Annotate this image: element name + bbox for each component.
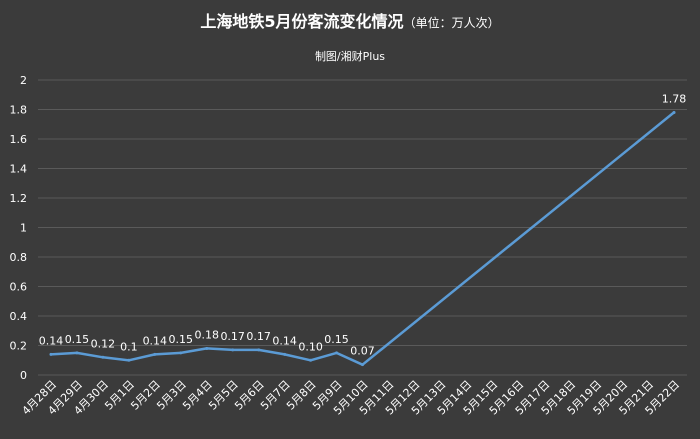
- data-label: 0.14: [272, 334, 297, 347]
- data-label: 0.15: [169, 333, 194, 346]
- data-label: 0.15: [324, 333, 349, 346]
- y-tick-label: 1.2: [10, 192, 28, 205]
- data-point: [231, 348, 235, 352]
- chart-title: 上海地铁5月份客流变化情况: [200, 12, 403, 31]
- data-point: [283, 352, 287, 356]
- data-labels: 0.14 0.15 0.12 0.1 0.14 0.15 0.18 0.17 0.17 0.14 0…: [39, 92, 687, 357]
- chart-title-unit: （单位：万人次）: [404, 15, 500, 30]
- data-point: [101, 355, 105, 359]
- x-axis-ticks: 4月28日4月29日4月30日5月1日5月2日5月3日5月4日5月5日5月6日5…: [20, 378, 683, 418]
- series-layer: [49, 110, 676, 367]
- y-tick-label: 1: [20, 222, 27, 235]
- data-point: [257, 348, 261, 352]
- series-line: [49, 111, 676, 366]
- chart-subtitle: 制图/湘财Plus: [315, 49, 385, 63]
- data-label: 0.12: [91, 337, 116, 350]
- y-tick-label: 0: [20, 369, 27, 382]
- data-point: [361, 363, 364, 367]
- y-tick-label: 0.8: [10, 251, 28, 264]
- y-tick-label: 0.6: [10, 281, 28, 294]
- data-label: 0.14: [39, 334, 64, 347]
- data-label: 0.14: [143, 334, 168, 347]
- data-point: [179, 351, 183, 355]
- y-tick-label: 0.2: [10, 340, 28, 353]
- y-tick-label: 1.8: [10, 104, 28, 117]
- data-label: 0.17: [246, 330, 271, 343]
- data-point: [335, 351, 339, 355]
- data-label: 0.18: [194, 328, 219, 341]
- data-point: [75, 351, 79, 355]
- data-point: [205, 346, 209, 350]
- data-point: [127, 358, 131, 362]
- chart-title-line: 上海地铁5月份客流变化情况（单位：万人次）: [200, 12, 499, 31]
- data-label: 0.07: [350, 345, 375, 358]
- data-label: 0.1: [120, 340, 138, 353]
- y-tick-label: 1.6: [10, 133, 28, 146]
- y-axis-ticks: 0 0.2 0.4 0.6 0.8 1 1.2 1.4 1.6 1.8 2: [10, 74, 28, 382]
- data-label: 0.15: [65, 333, 90, 346]
- y-tick-label: 0.4: [10, 310, 28, 323]
- data-label: 1.78: [662, 92, 687, 105]
- chart-title-group: 上海地铁5月份客流变化情况（单位：万人次） 制图/湘财Plus: [200, 12, 499, 63]
- y-tick-label: 1.4: [10, 163, 28, 176]
- data-point: [309, 358, 313, 362]
- y-tick-label: 2: [20, 74, 27, 87]
- data-point: [153, 352, 157, 356]
- grid-lines: [38, 79, 687, 376]
- data-label: 0.17: [220, 330, 245, 343]
- data-point: [672, 110, 676, 114]
- data-point: [49, 352, 53, 356]
- data-label: 0.10: [298, 340, 323, 353]
